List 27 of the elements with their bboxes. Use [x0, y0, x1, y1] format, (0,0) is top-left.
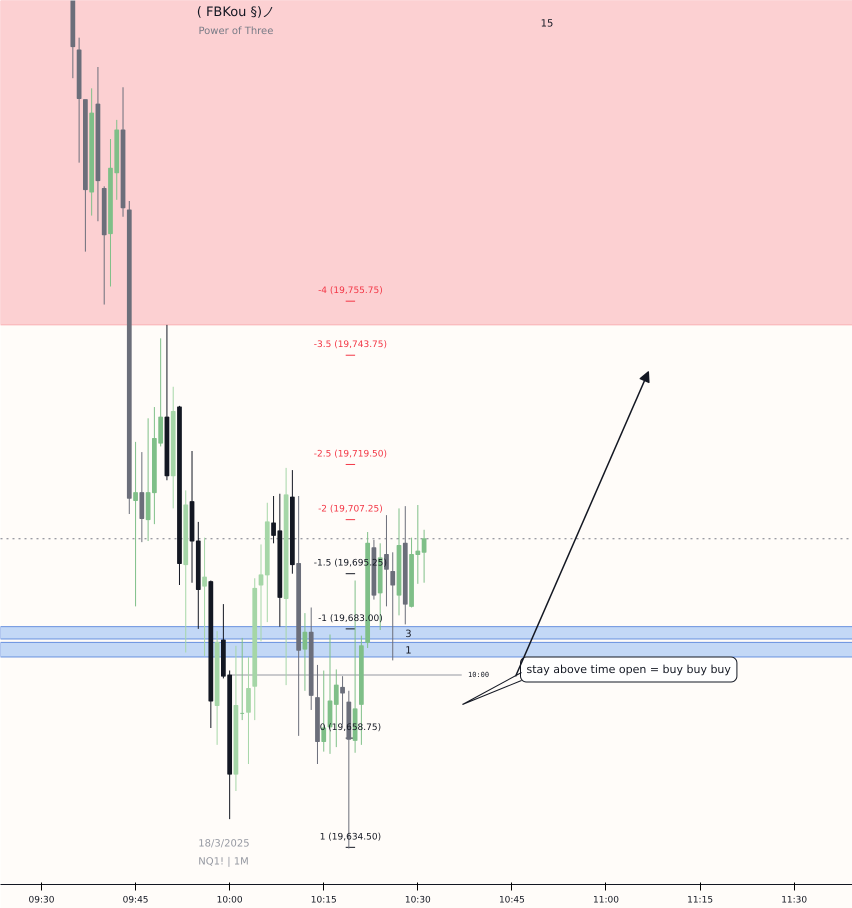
band-label: 15 — [540, 18, 554, 30]
chart-title: ( FBKou §)ノ — [196, 5, 276, 20]
text: Power of Three — [198, 26, 274, 37]
annotation: stay above time open = buy buy buy — [526, 663, 732, 676]
annotation: NQ1! | 1M — [198, 856, 249, 868]
band-label: 1 — [405, 646, 412, 657]
candlestick — [390, 552, 396, 661]
candlestick — [202, 537, 207, 656]
ref-line-label: -2 (19,707.25) — [318, 504, 383, 515]
x-tick-label: 10:45 — [498, 896, 525, 906]
candlestick — [133, 441, 138, 607]
x-tick-label: 11:15 — [687, 896, 714, 906]
x-tick-label: 10:30 — [404, 896, 432, 906]
candlestick — [302, 612, 308, 692]
x-tick-label: 10:15 — [310, 896, 337, 906]
candlestick — [246, 656, 251, 765]
x-tick-label: 11:30 — [781, 896, 808, 906]
annotation: 18/3/2025 — [198, 838, 250, 850]
ref-line-label: -3.5 (19,743.75) — [314, 340, 388, 350]
x-tick-label: 09:45 — [122, 896, 149, 906]
x-tick-label: 11:00 — [593, 896, 620, 906]
band-label: 3 — [405, 628, 412, 640]
ref-line-label: -1 (19,683.00) — [318, 614, 383, 624]
ref-line-label: -4 (19,755.75) — [318, 286, 383, 296]
x-tick-label: 10:00 — [216, 896, 243, 906]
ref-line-label: -2.5 (19,719.50) — [314, 449, 388, 460]
x-tick-label: 09:30 — [28, 896, 55, 906]
